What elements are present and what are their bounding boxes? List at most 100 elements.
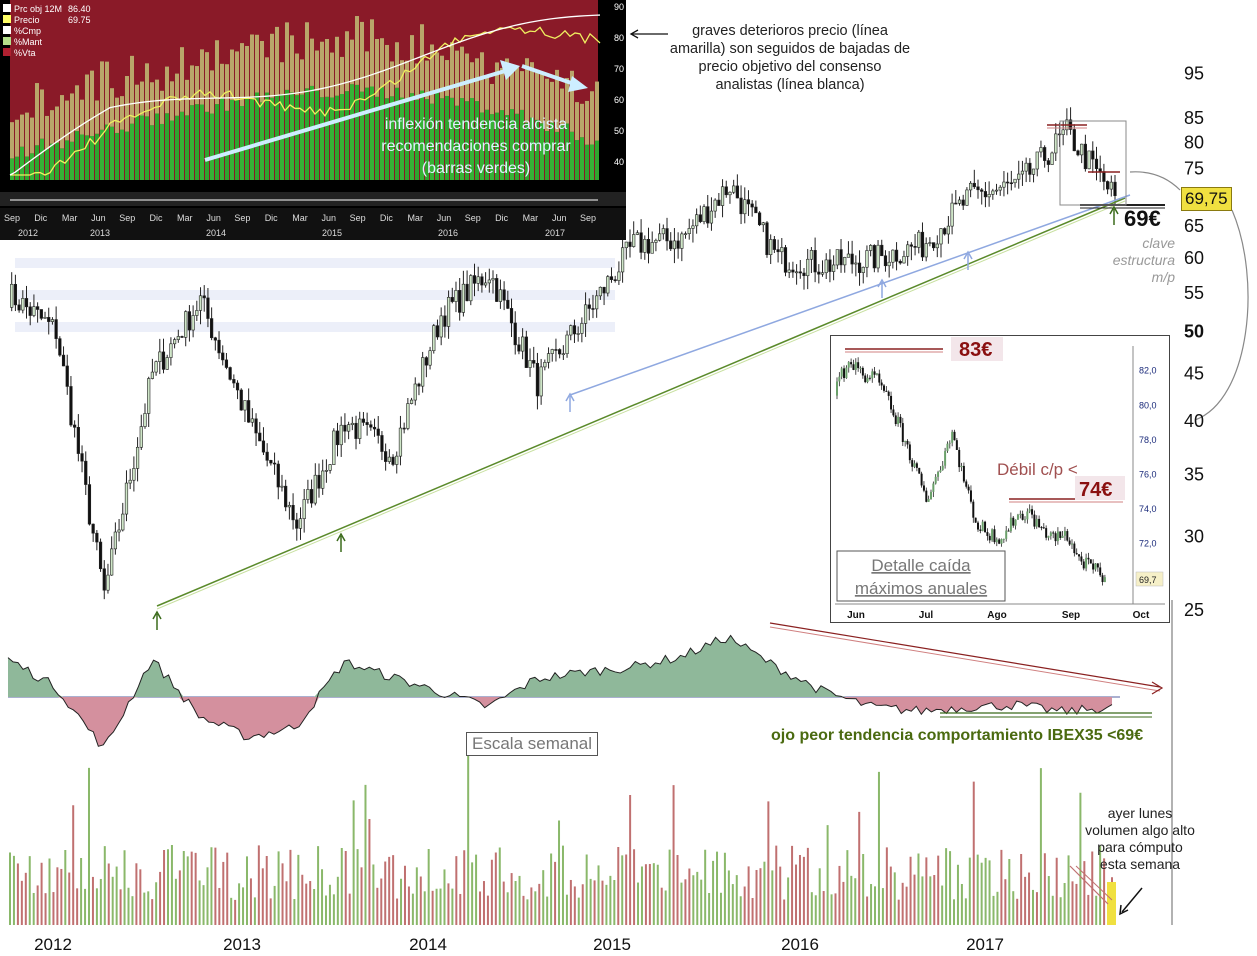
candle-body (772, 239, 776, 250)
candle-body (1076, 150, 1080, 156)
inset-buy-bar (340, 94, 344, 180)
inset-hold-bar (70, 93, 74, 142)
candle-body (572, 325, 577, 335)
detail-candle-body (1080, 556, 1083, 562)
inset-buy-bar (130, 123, 134, 180)
candle-body (1017, 173, 1021, 180)
detail-candle-body (1007, 530, 1010, 532)
candle-body (1057, 133, 1062, 136)
price-tick-label: 45 (1184, 364, 1204, 384)
detail-candle-body (969, 490, 972, 502)
inset-legend-swatch (3, 26, 11, 34)
candle-body (487, 279, 491, 284)
inset-hold-bar (310, 38, 314, 86)
inset-hold-bar (485, 75, 489, 110)
candle-body (539, 366, 543, 397)
price-tick-label: 40 (1184, 411, 1204, 431)
candle-body (184, 311, 188, 338)
candle-body (124, 482, 129, 515)
candle-body (84, 460, 88, 485)
candle-body (324, 470, 329, 472)
inset-buy-bar (375, 96, 379, 180)
candle-body (413, 383, 417, 401)
inset-buy-bar (325, 96, 329, 180)
detail-candle-body (934, 476, 937, 484)
inset-hold-bar (10, 122, 14, 159)
inset-buy-bar (85, 135, 89, 180)
inset-year-label: 2015 (322, 228, 342, 238)
candle-body (643, 238, 647, 253)
inset-buy-bar (200, 104, 204, 180)
inset-down-arrow (521, 64, 581, 88)
inset-buy-bar (40, 138, 44, 180)
inset-buy-bar (485, 109, 489, 180)
candle-body (254, 418, 258, 434)
detail-candle-body (960, 465, 963, 468)
detail-candle-body (1063, 531, 1066, 536)
weekly-scale-box: Escala semanal (466, 732, 599, 756)
price-tick-label: 85 (1184, 108, 1204, 128)
inset-hold-bar (205, 52, 209, 112)
inset-hold-bar (270, 33, 274, 98)
volume-note: ayer lunes volumen algo alto para cómput… (1070, 805, 1210, 873)
inset-hold-bar (570, 70, 574, 132)
detail-candle-body (984, 521, 987, 533)
detail-candle-body (873, 371, 876, 375)
detail-candle-body (937, 472, 940, 477)
detail-candle-body (861, 367, 864, 376)
year-axis: 2012 2013 2014 2015 2016 2017 (34, 935, 1004, 954)
inset-buy-bar (305, 88, 309, 180)
inset-buy-bar (495, 112, 499, 180)
inset-hold-bar (190, 65, 194, 106)
detail-candle-body (991, 529, 994, 541)
inset-buy-bar (560, 125, 564, 180)
candle-body (950, 202, 954, 227)
inset-hold-bar (370, 19, 374, 87)
detail-candle-body (887, 391, 890, 396)
detail-candle-body (1075, 553, 1078, 555)
detail-candle-body (925, 490, 928, 502)
inset-annotation-line: (barras verdes) (422, 160, 530, 177)
inset-hold-bar (250, 34, 254, 100)
detail-y-tick: 76,0 (1139, 470, 1157, 480)
inset-buy-bar (350, 84, 354, 180)
candle-body (421, 357, 425, 387)
inset-buy-bar (165, 113, 169, 180)
candle-body (265, 451, 269, 461)
inset-hold-bar (490, 83, 494, 115)
detail-candle-body (883, 385, 885, 391)
inset-hold-bar (525, 58, 529, 123)
inset-buy-bar (500, 110, 504, 180)
detail-candle-body (986, 532, 989, 536)
candle-body (691, 225, 695, 229)
price-tick-label: 60 (1184, 248, 1204, 268)
inset-annotation-line: recomendaciones comprar (381, 138, 571, 155)
detail-candle-body (894, 415, 897, 425)
detail-label-74-bg (1075, 476, 1125, 500)
volume-note-arrow-head (1119, 904, 1129, 916)
price-tick-label: 25 (1184, 600, 1204, 620)
volume-note-line: ayer lunes (1107, 805, 1173, 821)
price-tick-label: 30 (1184, 527, 1204, 547)
candle-body (924, 243, 928, 258)
inset-hold-bar (35, 83, 39, 146)
detail-candle-body (890, 395, 893, 410)
inset-hold-bar (140, 81, 144, 116)
detail-candle-body (977, 522, 979, 530)
candle-body (1020, 170, 1025, 175)
candle-body (110, 548, 114, 576)
detail-candle-body (920, 473, 923, 486)
inset-hold-bar (65, 100, 69, 141)
detail-candle-body (1033, 514, 1036, 527)
detail-title-line: Detalle caída (871, 556, 971, 575)
candle-body (376, 428, 380, 436)
inset-hold-bar (260, 40, 264, 103)
inset-hold-bar (480, 52, 484, 113)
candle-body (1094, 158, 1099, 169)
candle-body (32, 306, 36, 316)
candle-body (354, 422, 358, 439)
detail-candle-body (1009, 517, 1012, 532)
detail-y-tick: 74,0 (1139, 504, 1157, 514)
price-axis: 9585807570656055504540353025 (1184, 63, 1204, 620)
